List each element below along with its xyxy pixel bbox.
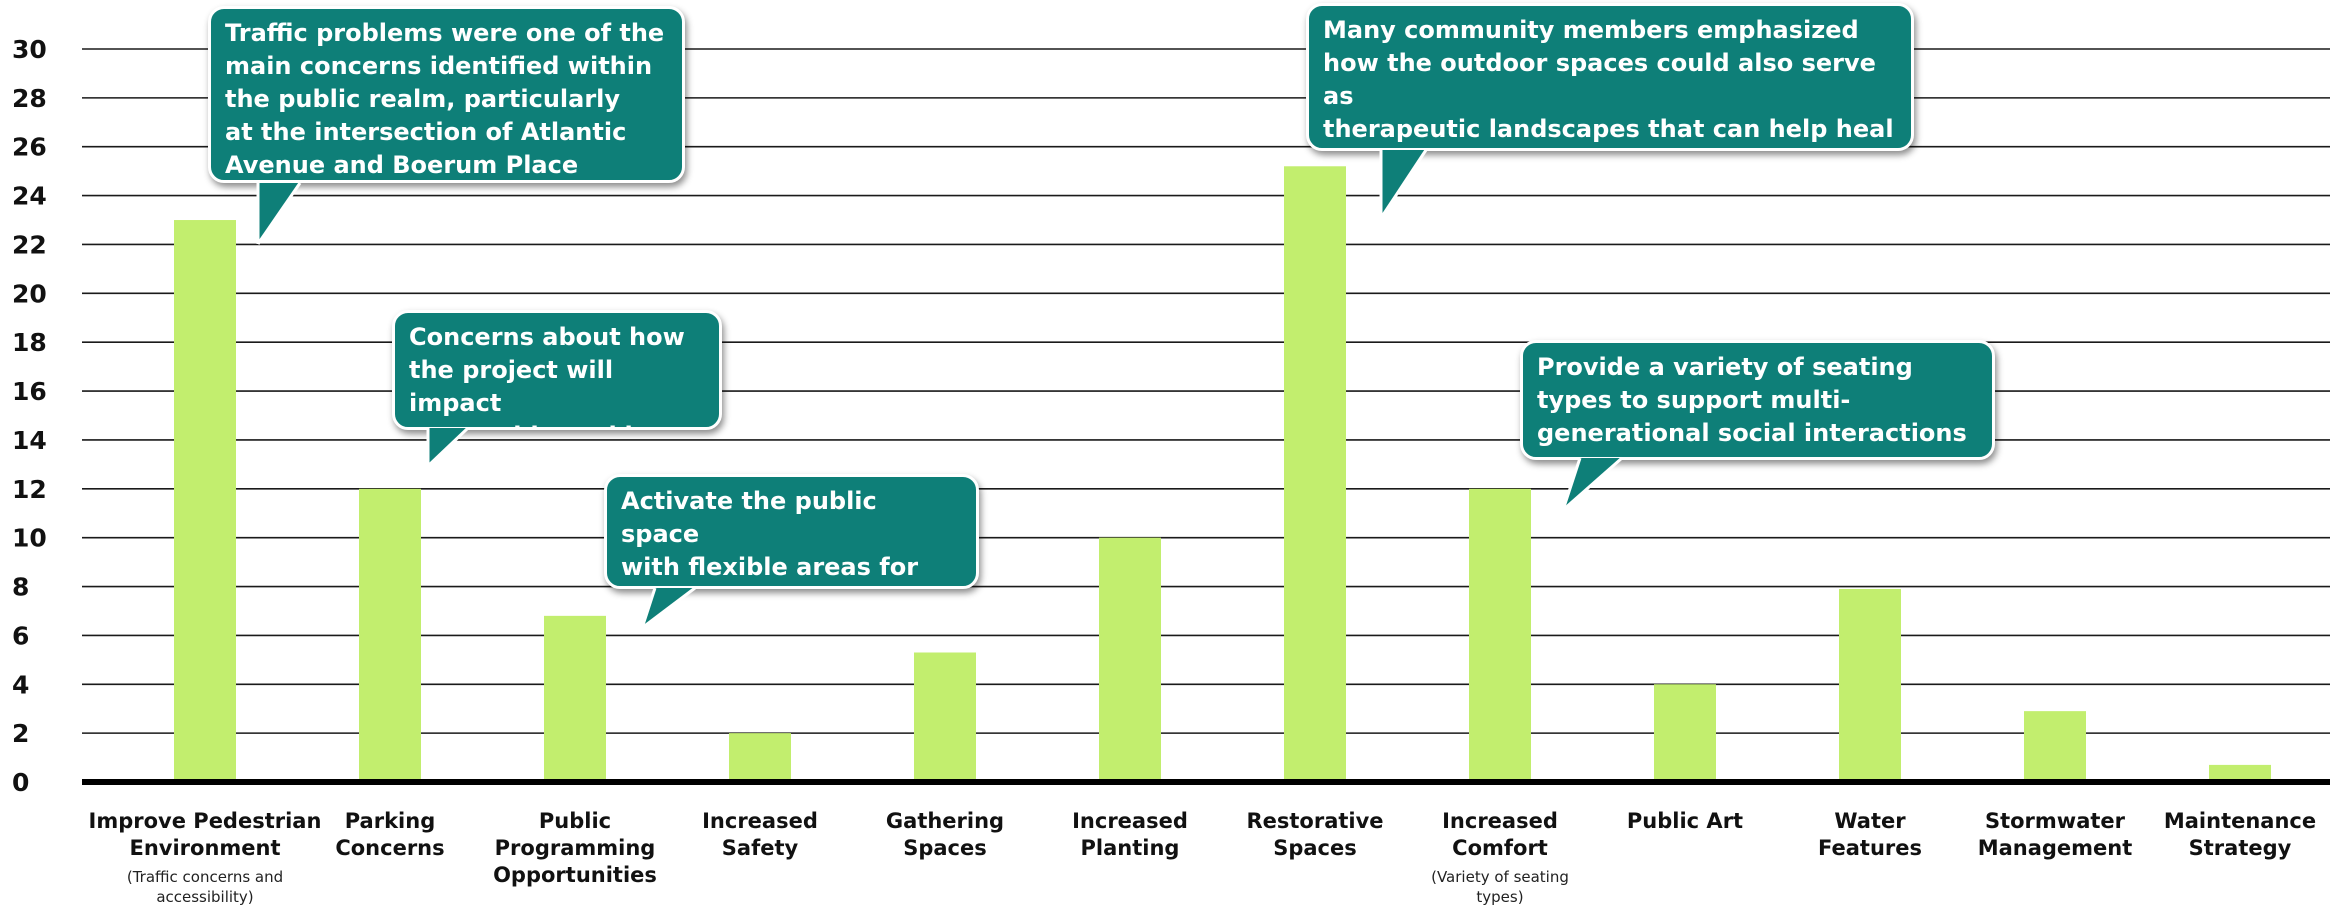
bar — [1469, 488, 1531, 782]
x-tick-label: Management — [1978, 836, 2133, 860]
pointer-edge — [1562, 456, 1623, 512]
annotation-callout: Many community members emphasized how th… — [1306, 3, 1914, 151]
bars — [174, 166, 2271, 783]
y-tick-label: 30 — [12, 35, 47, 64]
x-tick-label: Spaces — [1273, 836, 1357, 860]
pointer-edge — [640, 587, 657, 629]
x-tick-note: (Variety of seating — [1431, 868, 1569, 886]
bar — [914, 652, 976, 782]
annotation-callout: Activate the public space with flexible … — [604, 474, 979, 589]
y-tick-label: 8 — [12, 573, 29, 602]
x-tick-label: Gathering — [886, 809, 1004, 833]
annotation-text: Activate the public space with flexible … — [604, 474, 979, 589]
y-tick-label: 6 — [12, 621, 29, 650]
bar — [359, 488, 421, 782]
x-axis-labels: Improve Pedestrian Environment (Traffic co… — [89, 809, 2317, 906]
x-tick-note: types) — [1476, 888, 1523, 906]
y-tick-label: 2 — [12, 719, 29, 748]
bar — [1099, 537, 1161, 782]
annotation-pointer — [1379, 149, 1428, 219]
bar — [174, 220, 236, 783]
y-tick-label: 28 — [12, 84, 47, 113]
y-tick-label: 12 — [12, 475, 47, 504]
bar — [544, 615, 606, 782]
y-tick-label: 14 — [12, 426, 47, 455]
annotation-callout: Traffic problems were one of the main co… — [208, 6, 685, 183]
x-tick-label: Stormwater — [1985, 809, 2126, 833]
bar — [2209, 764, 2271, 782]
x-tick-note: (Traffic concerns and — [127, 868, 283, 886]
bar — [2024, 711, 2086, 782]
x-tick-label: Increased — [1442, 809, 1558, 833]
bar — [1284, 166, 1346, 782]
y-tick-label: 22 — [12, 230, 47, 259]
pointer-edge — [256, 182, 302, 245]
x-tick-label: Water — [1834, 809, 1906, 833]
pointer-edge — [426, 426, 470, 468]
x-tick-label: Programming — [495, 836, 656, 860]
pointer-edge — [1379, 149, 1428, 219]
annotation-callout: Concerns about how the project will impa… — [392, 310, 722, 430]
y-tick-label: 26 — [12, 133, 47, 162]
annotation-pointer — [640, 586, 696, 630]
x-tick-label: Features — [1818, 836, 1922, 860]
annotation-pointer — [1561, 456, 1623, 512]
y-tick-label: 4 — [12, 670, 29, 699]
x-tick-note: accessibility) — [156, 888, 253, 906]
x-tick-label: Maintenance — [2164, 809, 2316, 833]
x-tick-label: Comfort — [1452, 836, 1548, 860]
x-tick-label: Parking — [345, 809, 436, 833]
x-tick-label: Public — [539, 809, 611, 833]
annotation-text: Provide a variety of seating types to su… — [1520, 340, 1995, 460]
x-tick-label: Safety — [722, 836, 799, 860]
annotation-callout: Provide a variety of seating types to su… — [1520, 340, 1995, 460]
x-tick-label: Environment — [129, 836, 280, 860]
x-tick-label: Spaces — [903, 836, 987, 860]
x-tick-label: Restorative — [1246, 809, 1383, 833]
x-tick-label: Strategy — [2189, 836, 2292, 860]
bar — [1839, 588, 1901, 782]
bar — [1654, 684, 1716, 782]
y-tick-label: 16 — [12, 377, 47, 406]
x-tick-label: Planting — [1081, 836, 1180, 860]
pointer-edge — [1561, 457, 1582, 511]
x-tick-label: Increased — [1072, 809, 1188, 833]
x-tick-label: Opportunities — [493, 863, 657, 887]
bar — [729, 733, 791, 782]
annotation-text: Many community members emphasized how th… — [1306, 3, 1914, 151]
gridlines — [82, 48, 2330, 734]
x-tick-label: Increased — [702, 809, 818, 833]
y-tick-label: 24 — [12, 182, 47, 211]
x-tick-label: Concerns — [335, 836, 444, 860]
pointer-edge — [641, 586, 696, 630]
annotation-text: Concerns about how the project will impa… — [392, 310, 722, 430]
y-tick-label: 20 — [12, 279, 47, 308]
annotation-pointer — [426, 426, 470, 468]
annotation-pointer — [256, 182, 302, 245]
y-tick-label: 0 — [12, 768, 29, 797]
y-tick-label: 10 — [12, 524, 47, 553]
annotation-text: Traffic problems were one of the main co… — [208, 6, 685, 183]
x-tick-label: Improve Pedestrian — [89, 809, 322, 833]
y-tick-label: 18 — [12, 328, 47, 357]
x-tick-label: Public Art — [1627, 809, 1743, 833]
